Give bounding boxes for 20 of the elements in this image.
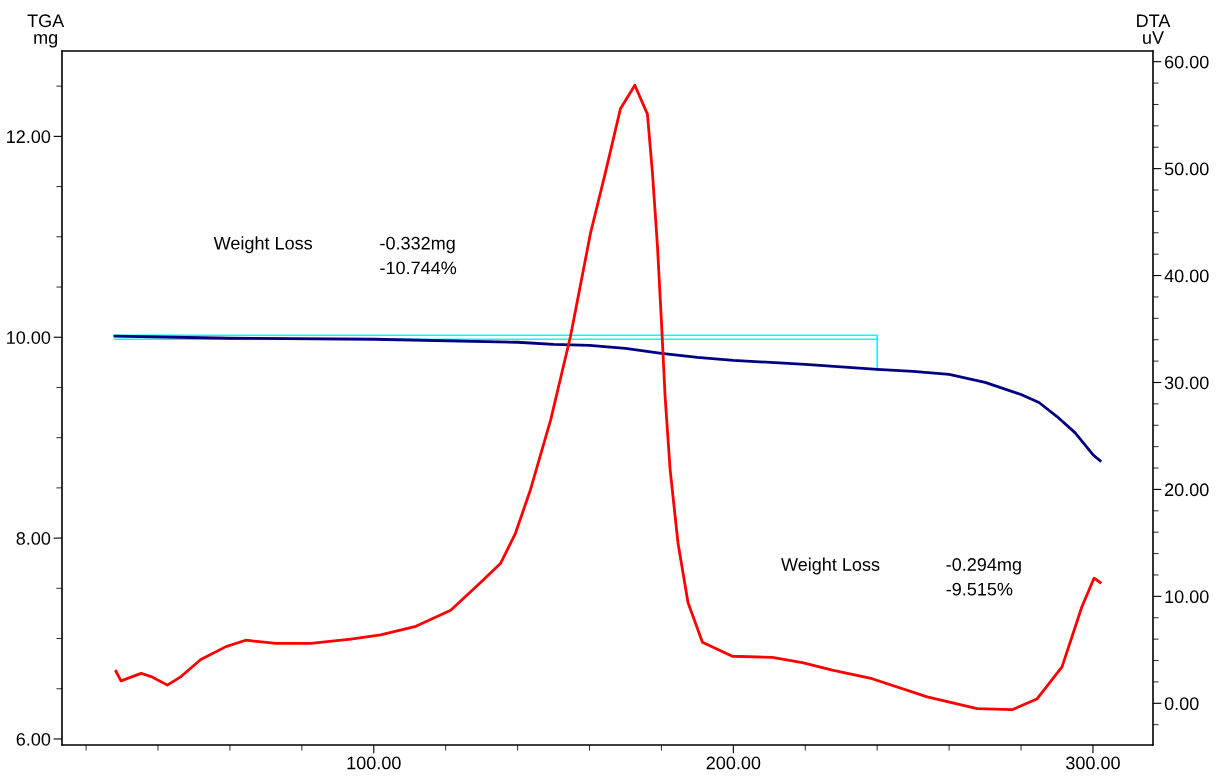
- annotation: Weight Loss: [781, 557, 880, 575]
- y-tick-label: 6.00: [16, 732, 51, 746]
- y2-tick-label: 50.00: [1164, 162, 1209, 176]
- y-axis-title: TGA mg: [27, 14, 65, 48]
- annotation: -0.332mg -10.744%: [380, 236, 457, 275]
- y2-tick-label: 20.00: [1165, 483, 1209, 497]
- x-tick-label: 200.00: [706, 756, 761, 770]
- y2-tick-label: 60.00: [1165, 55, 1209, 69]
- y2-axis-title: DTA uV: [1137, 14, 1171, 44]
- y2-tick-label: 10.00: [1165, 590, 1209, 604]
- y2-tick-label: 40.00: [1164, 269, 1209, 283]
- annotation: Weight Loss: [213, 236, 313, 254]
- y-tick-label: 10.00: [7, 331, 51, 344]
- y2-tick-label: 0.00: [1164, 697, 1199, 711]
- x-tick-label: 100.00: [347, 756, 401, 770]
- x-tick-label: 300.00: [1066, 756, 1120, 770]
- y-tick-label: 12.00: [7, 130, 51, 144]
- y-tick-label: 8.00: [16, 532, 51, 545]
- annotation: -0.294mg -9.515%: [946, 558, 1021, 596]
- y2-tick-label: 30.00: [1164, 376, 1209, 390]
